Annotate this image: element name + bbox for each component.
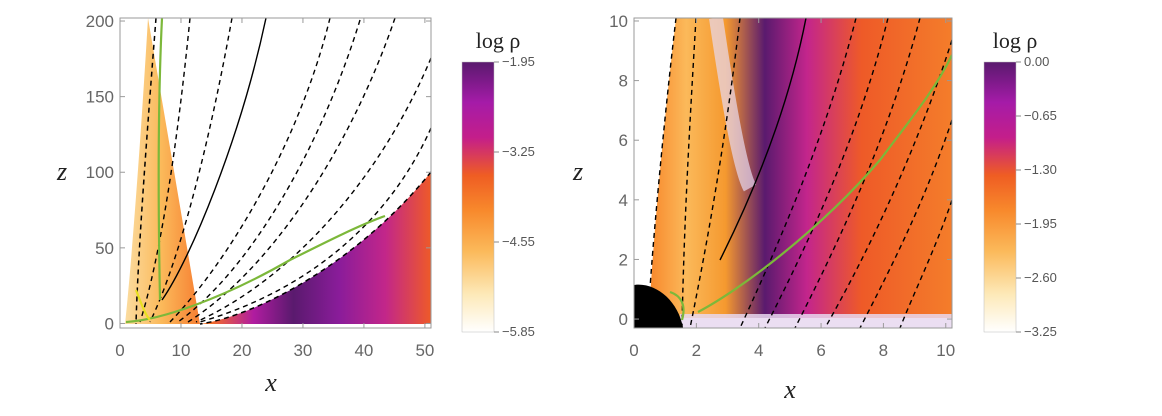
colorbar-tick-label: −3.25 bbox=[502, 144, 535, 159]
right-field-lines bbox=[681, 18, 952, 328]
left-ylabel: z bbox=[56, 157, 67, 186]
y-tick-label: 0 bbox=[619, 310, 628, 329]
right-field-line bbox=[681, 18, 697, 328]
left-field-line bbox=[195, 57, 431, 323]
left-green-curve bbox=[125, 214, 386, 324]
right-green-curve bbox=[669, 54, 952, 321]
left-density-region bbox=[125, 18, 431, 324]
right-field-line bbox=[899, 199, 952, 328]
colorbar-tick-label: −1.95 bbox=[502, 54, 535, 69]
left-colorbar: log ρ −1.95 −3.25 −4.55 −5.85 bbox=[461, 28, 535, 339]
right-colorbar: log ρ 0.00 −0.65 −1.30 −1.95 −2.60 −3.25 bbox=[983, 28, 1057, 339]
x-tick-label: 50 bbox=[415, 341, 434, 360]
colorbar-tick-label: −3.25 bbox=[1024, 324, 1057, 339]
right-colorbar-bar bbox=[983, 61, 1017, 333]
left-field-line bbox=[139, 18, 191, 323]
left-colorbar-bar bbox=[461, 61, 495, 333]
right-ylabel: z bbox=[572, 157, 583, 186]
right-field-line bbox=[794, 18, 921, 328]
right-plot-frame bbox=[633, 17, 953, 329]
x-tick-label: 20 bbox=[232, 341, 251, 360]
left-field-line bbox=[199, 127, 431, 323]
left-green-vertical-curve bbox=[157, 18, 164, 301]
colorbar-tick-label: 0.00 bbox=[1024, 54, 1049, 69]
left-colorbar-title: log ρ bbox=[476, 28, 521, 53]
right-outer-boundary-line bbox=[649, 18, 677, 289]
left-field-line bbox=[187, 18, 396, 323]
right-highlight-band-vertical bbox=[709, 18, 757, 192]
right-central-object bbox=[634, 284, 683, 328]
left-colorbar-ticks: −1.95 −3.25 −4.55 −5.85 bbox=[494, 54, 535, 339]
x-tick-label: 2 bbox=[692, 341, 701, 360]
x-tick-label: 6 bbox=[816, 341, 825, 360]
y-tick-label: 200 bbox=[86, 12, 114, 31]
x-tick-label: 0 bbox=[115, 341, 124, 360]
left-field-line bbox=[149, 18, 233, 323]
x-tick-label: 4 bbox=[754, 341, 763, 360]
y-tick-label: 8 bbox=[619, 72, 628, 91]
colorbar-tick-label: −0.65 bbox=[1024, 108, 1057, 123]
right-field-line bbox=[689, 18, 741, 328]
colorbar-tick-label: −4.55 bbox=[502, 234, 535, 249]
left-field-lines bbox=[139, 18, 431, 323]
y-tick-label: 0 bbox=[105, 314, 114, 333]
right-colorbar-title: log ρ bbox=[993, 28, 1038, 53]
x-tick-label: 40 bbox=[354, 341, 373, 360]
left-outer-boundary-line bbox=[199, 171, 431, 325]
left-field-line bbox=[169, 18, 331, 323]
left-axes: 0 10 20 30 40 50 0 50 100 150 200 bbox=[86, 12, 435, 360]
y-tick-label: 150 bbox=[86, 88, 114, 107]
left-plot: 0 10 20 30 40 50 0 50 100 150 200 x z bbox=[56, 12, 434, 397]
left-separatrix-line bbox=[161, 18, 267, 301]
right-separatrix-line bbox=[719, 18, 807, 261]
x-tick-label: 8 bbox=[879, 341, 888, 360]
left-field-line bbox=[177, 19, 361, 323]
y-tick-label: 100 bbox=[86, 163, 114, 182]
y-tick-label: 50 bbox=[95, 239, 114, 258]
right-field-line bbox=[764, 18, 889, 328]
right-xlabel: x bbox=[783, 375, 796, 404]
right-highlight-band-bottom bbox=[680, 314, 952, 328]
y-tick-label: 6 bbox=[619, 131, 628, 150]
x-tick-label: 30 bbox=[293, 341, 312, 360]
right-field-line bbox=[859, 119, 952, 328]
left-inner-boundary-line bbox=[135, 18, 157, 325]
left-plot-frame bbox=[119, 17, 432, 329]
colorbar-tick-label: −1.30 bbox=[1024, 162, 1057, 177]
colorbar-tick-label: −5.85 bbox=[502, 324, 535, 339]
y-tick-label: 10 bbox=[609, 12, 628, 31]
right-plot: 0 2 4 6 8 10 0 2 4 6 8 10 x z bbox=[572, 12, 955, 404]
x-tick-label: 10 bbox=[936, 341, 955, 360]
x-tick-label: 0 bbox=[629, 341, 638, 360]
colorbar-tick-label: −2.60 bbox=[1024, 270, 1057, 285]
y-tick-label: 2 bbox=[619, 250, 628, 269]
right-axes: 0 2 4 6 8 10 0 2 4 6 8 10 bbox=[609, 12, 955, 360]
right-colorbar-ticks: 0.00 −0.65 −1.30 −1.95 −2.60 −3.25 bbox=[1016, 54, 1057, 339]
colorbar-tick-label: −1.95 bbox=[1024, 216, 1057, 231]
y-tick-label: 4 bbox=[619, 191, 628, 210]
left-yellow-curve bbox=[134, 289, 151, 321]
x-tick-label: 10 bbox=[172, 341, 191, 360]
left-xlabel: x bbox=[264, 368, 277, 397]
